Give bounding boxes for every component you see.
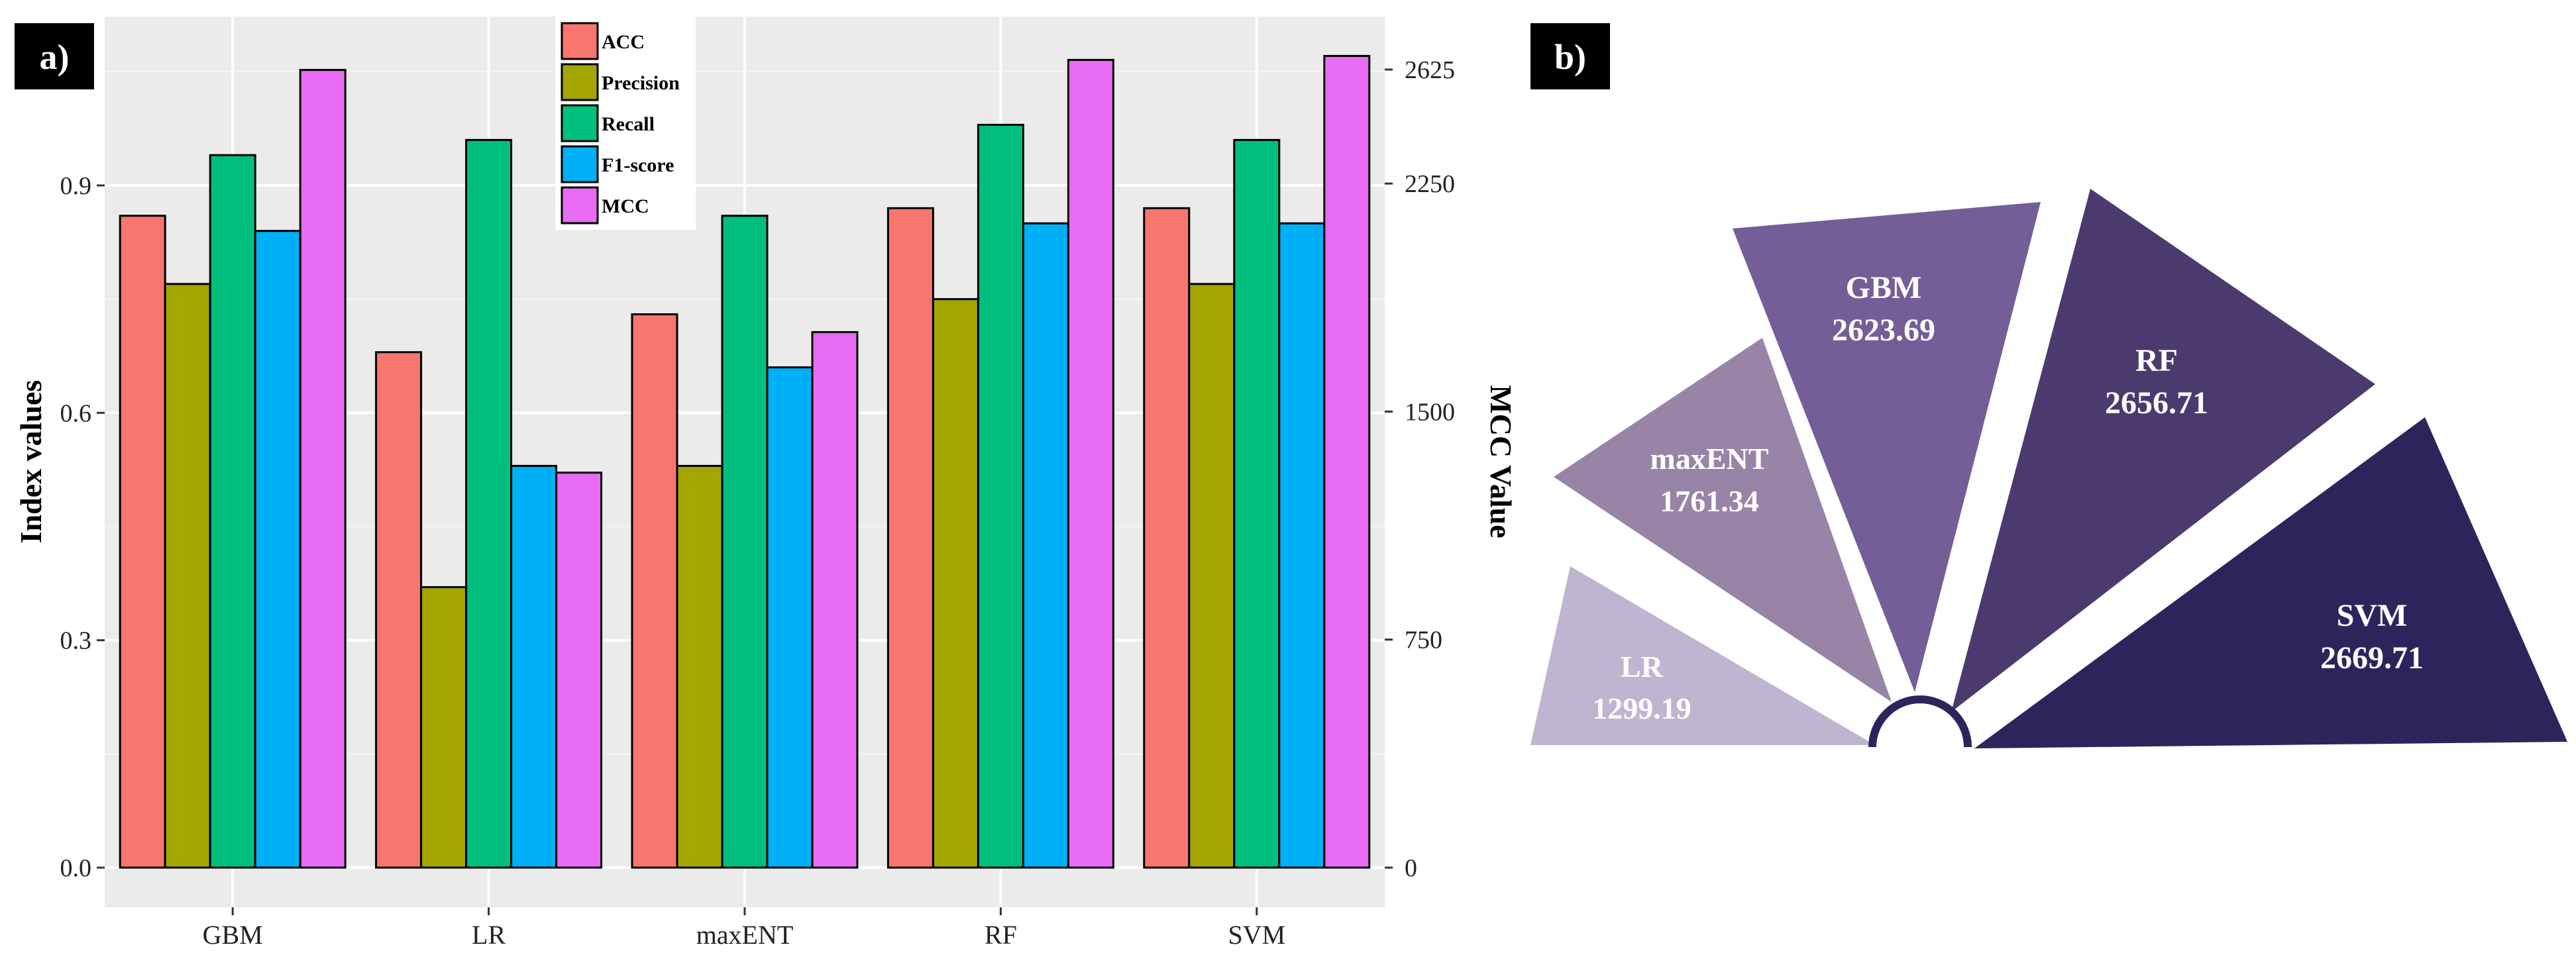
legend-label-f1-score: F1-score [602, 154, 674, 176]
y-axis-label: Index values [14, 380, 48, 544]
y2-tick-label: 1500 [1405, 398, 1455, 426]
fan-center-arc [1868, 695, 1972, 748]
bar-acc-gbm [119, 215, 166, 869]
y-axis-left: 0.0 0.3 0.6 0.9 [60, 172, 105, 882]
legend: ACC Precision Recall F1-score MCC [555, 17, 696, 230]
fan-segment-rf [1951, 189, 2375, 712]
bar-recall-svm [1233, 138, 1281, 869]
legend-swatch-mcc [561, 186, 599, 225]
legend-label-acc: ACC [602, 31, 645, 53]
fan-label-maxent: maxENT [1650, 442, 1769, 476]
bar-mcc-rf [1067, 58, 1114, 869]
bar-precision-rf [932, 298, 979, 869]
y-tick-label: 0.3 [60, 627, 92, 655]
bar-f1-score-rf [1022, 222, 1069, 869]
legend-swatch-acc [561, 22, 599, 60]
legend-swatch-recall [561, 104, 599, 142]
fan-value-maxent: 1761.34 [1660, 484, 1759, 518]
y-tick-label: 0.6 [60, 399, 92, 427]
fan-label-svm: SVM [2337, 598, 2408, 633]
bar-acc-maxent [631, 313, 678, 869]
bar-recall-maxent [721, 215, 769, 869]
bar-f1-score-maxent [766, 366, 814, 869]
y2-axis-label: MCC Value [1484, 385, 1518, 538]
y2-tick-label: 2250 [1405, 170, 1455, 198]
panel-label-a-box [15, 23, 94, 89]
fan-segment-lr [1530, 566, 1875, 745]
bar-acc-svm [1143, 207, 1191, 869]
panel-label-b: b) [1554, 37, 1586, 77]
y-tick-label: 0.9 [60, 172, 92, 200]
x-tick-label: RF [985, 920, 1017, 950]
y2-tick-label: 2625 [1405, 56, 1455, 84]
bar-group [119, 54, 1371, 869]
fan-value-rf: 2656.71 [2105, 385, 2208, 421]
fan-label-lr: LR [1621, 650, 1664, 683]
fan-segment-maxent [1554, 338, 1892, 702]
bar-precision-svm [1188, 283, 1236, 869]
y2-tick-label: 0 [1405, 854, 1417, 882]
bar-f1-score-svm [1278, 222, 1326, 869]
panel-label-a: a) [40, 37, 70, 77]
y-axis-right: 0 750 1500 2250 2625 [1385, 56, 1455, 882]
bar-precision-lr [420, 586, 468, 869]
fan-segment-gbm [1733, 202, 2041, 692]
legend-label-precision: Precision [602, 72, 680, 94]
x-tick-label: LR [472, 920, 506, 950]
bar-recall-rf [977, 123, 1024, 869]
bar-recall-gbm [209, 154, 256, 869]
fan-value-gbm: 2623.69 [1832, 313, 1935, 348]
bar-recall-lr [465, 138, 513, 869]
bar-mcc-lr [555, 472, 603, 869]
x-axis: GBM LR maxENT RF SVM [203, 907, 1285, 950]
bar-precision-maxent [676, 464, 724, 869]
panel-label-b-box [1530, 23, 1610, 89]
bar-mcc-maxent [811, 330, 859, 869]
fan-value-lr: 1299.19 [1592, 691, 1691, 725]
fan-label-rf: RF [2135, 343, 2178, 378]
x-tick-label: maxENT [696, 920, 794, 950]
bar-acc-rf [886, 207, 934, 869]
panel-b: b) LR 1299.19 maxENT 1761.34 GBM 2623.69… [1530, 23, 2567, 748]
bar-mcc-gbm [299, 69, 347, 869]
bar-f1-score-lr [510, 464, 558, 869]
legend-swatch-precision [561, 63, 599, 101]
bar-f1-score-gbm [254, 230, 301, 869]
x-tick-label: GBM [203, 920, 263, 950]
bar-precision-gbm [164, 283, 211, 869]
bar-mcc-svm [1323, 54, 1371, 869]
fan-value-svm: 2669.71 [2320, 640, 2424, 676]
panel-a: 0.0 0.3 0.6 0.9 0 750 1500 2250 2625 GBM LR maxEN… [14, 17, 1518, 950]
bar-acc-lr [375, 351, 423, 869]
fan-label-gbm: GBM [1846, 270, 1922, 305]
legend-swatch-f1-score [561, 145, 599, 183]
legend-label-recall: Recall [602, 113, 655, 135]
y2-tick-label: 750 [1405, 627, 1442, 654]
fan-segment-svm [1974, 417, 2567, 748]
x-tick-label: SVM [1228, 920, 1285, 950]
y-tick-label: 0.0 [60, 854, 92, 882]
legend-label-mcc: MCC [602, 195, 649, 217]
